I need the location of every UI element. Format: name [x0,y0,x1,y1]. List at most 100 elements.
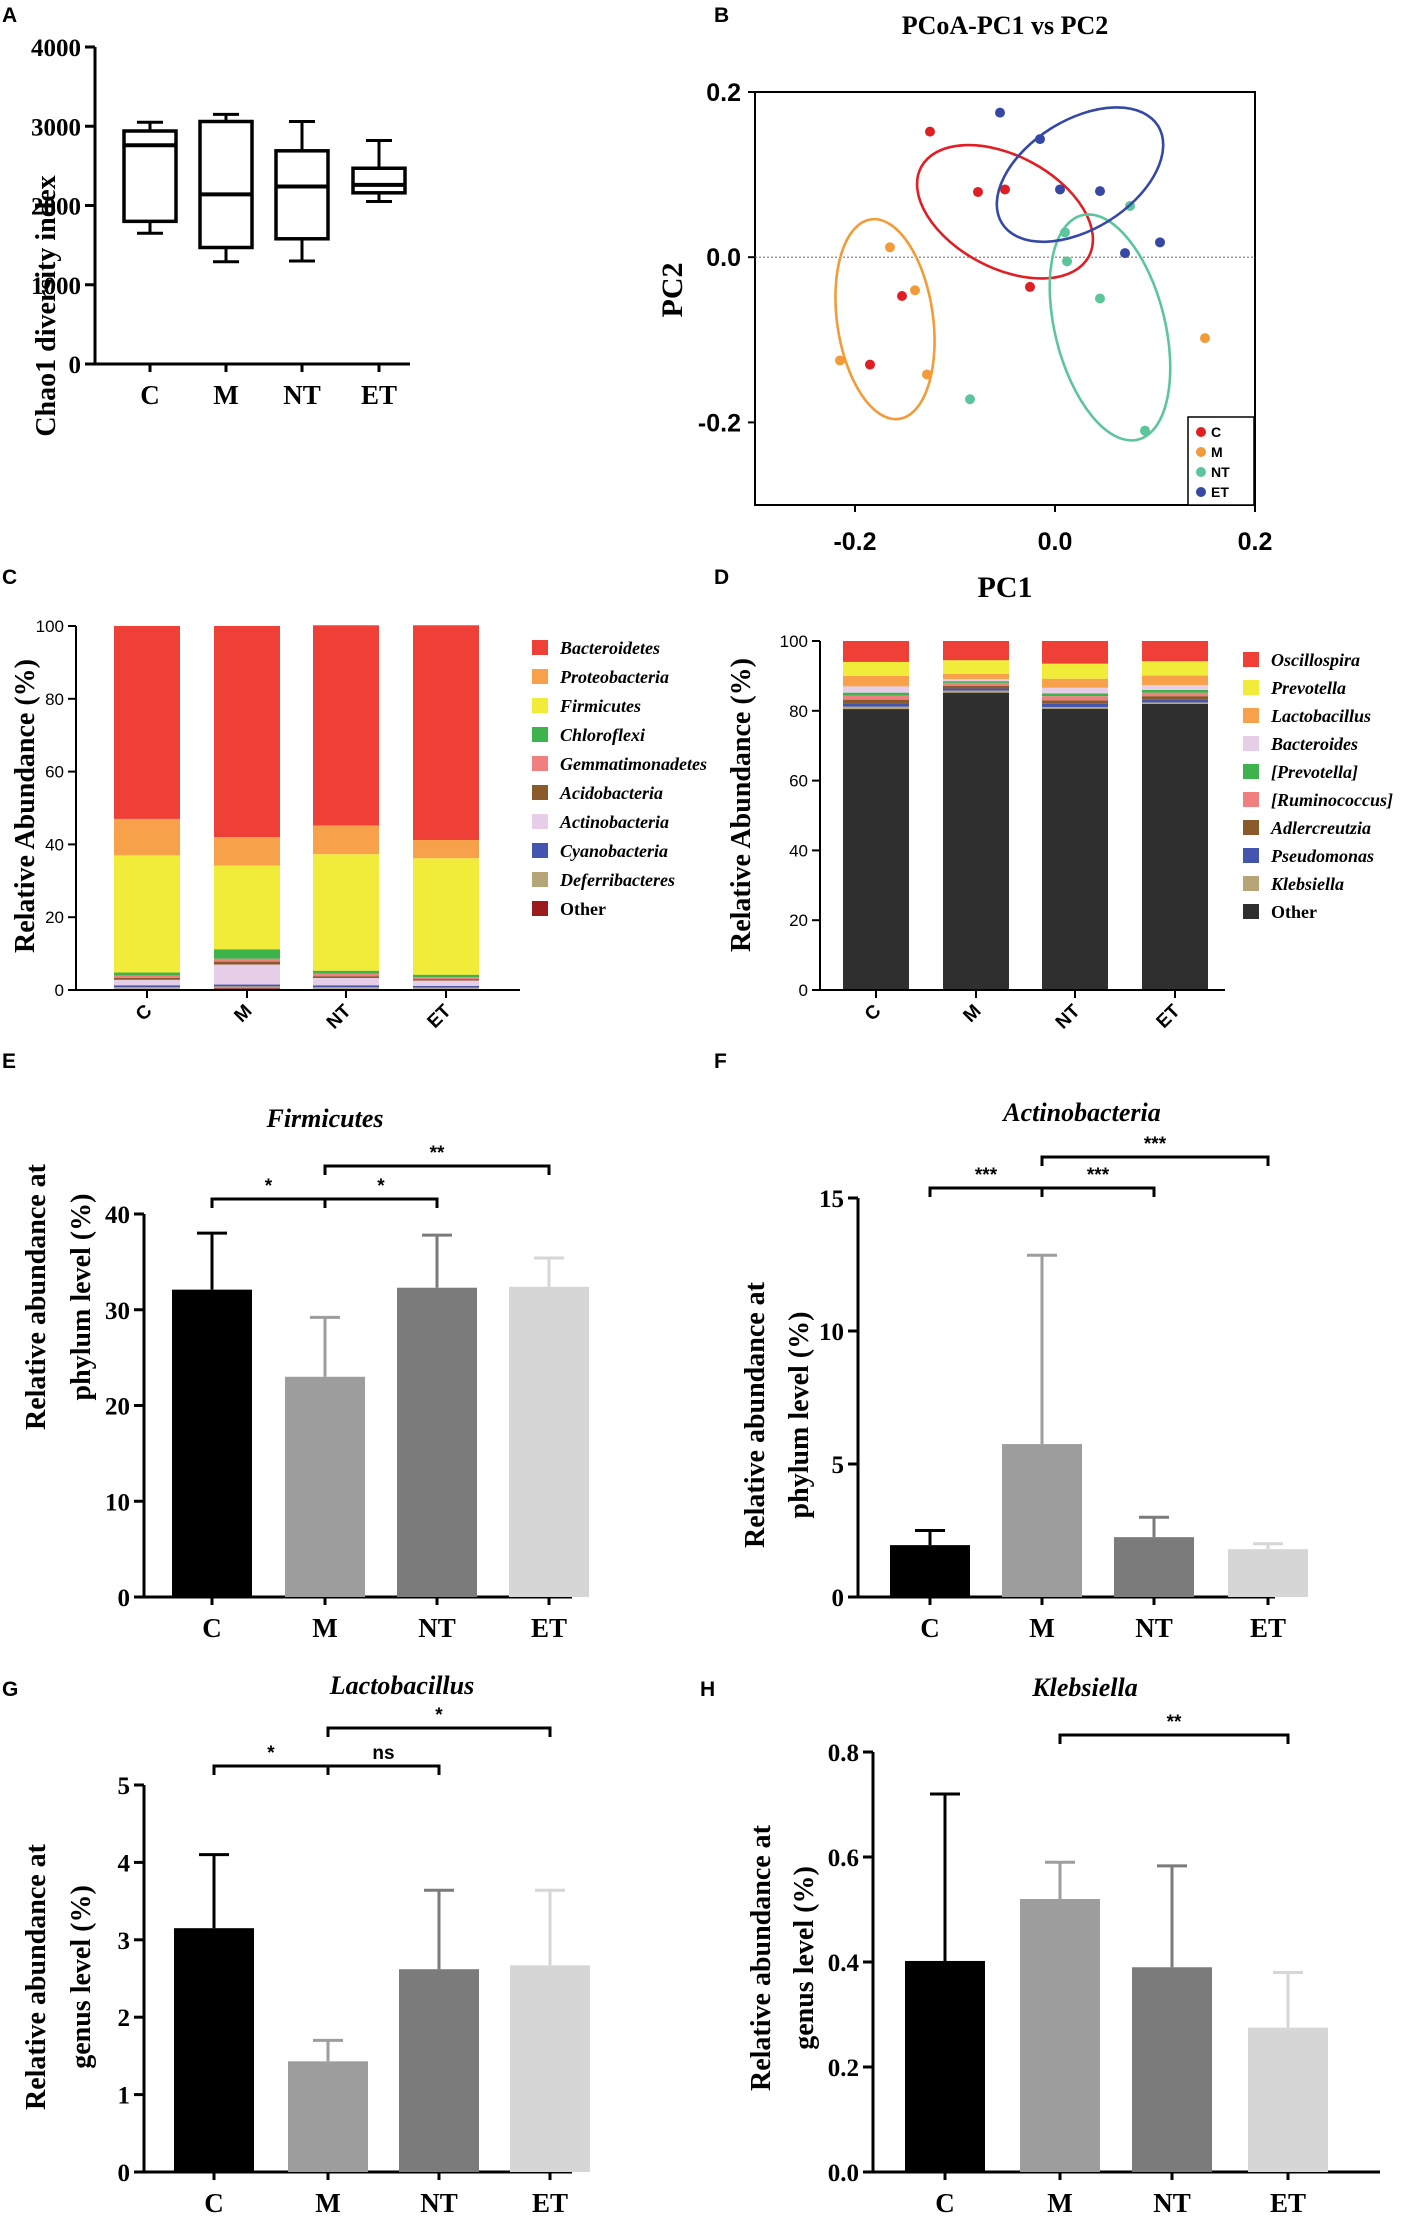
data-point [1025,281,1035,292]
legend-swatch [1243,652,1259,667]
x-tick-label: C [132,1000,157,1025]
confidence-ellipse [915,143,1095,280]
x-tick-label: NT [1052,1000,1085,1033]
y-tick-label: 0.2 [706,79,741,107]
legend-swatch [1243,736,1259,751]
significance-bracket: * [212,1743,330,1775]
legend-swatch [1243,680,1259,695]
y-tick-label: 80 [45,690,64,709]
stacked-bar-M [214,626,280,990]
bar-segment-bacteroides [943,679,1009,682]
y-tick-label: 5 [118,1773,131,1800]
significance-bracket: ** [1058,1712,1290,1744]
bar-segment-actinobacteria [114,979,180,986]
legend-label: Cyanobacteria [560,841,668,861]
bar-segment-actinobacteria [214,964,280,985]
legend-swatch [532,814,548,829]
bar-segment-chloroflexi [114,972,180,976]
bar-segment-deferribacteres [114,987,180,989]
legend-label: Oscillospira [1271,650,1360,670]
bar-segment-proteobacteria [413,840,479,859]
legend-swatch [532,640,548,655]
box-iqr [198,119,254,250]
bar-segment-cyanobacteria [313,985,379,988]
legend-swatch [1243,904,1259,919]
y-axis-label-line-2: genus level (%) [789,1866,820,2050]
panel-letter-c: C [2,566,17,589]
data-point [1200,333,1210,344]
bar [890,1545,970,1597]
y-tick-label: 5 [832,1452,845,1479]
bar-group-M [1002,1253,1082,1597]
bar-segment-prevotella [1042,693,1108,697]
bar-group-NT [399,1888,479,2172]
y-tick-label: 60 [789,772,808,791]
x-tick-label: C [140,380,160,410]
y-tick-label: 0 [118,1585,131,1612]
y-tick-label: 0.6 [828,1845,859,1872]
bar-segment-oscillospira [1142,641,1208,662]
bracket-line [323,1164,551,1175]
y-tick-label: 0 [55,981,64,1000]
y-axis-label-line-1: Relative abundance at [21,1163,52,1430]
y-axis-label-line-2: phylum level (%) [784,1312,815,1519]
x-tick-label: NT [1135,1613,1173,1643]
panel-letter-e: E [2,1050,16,1073]
legend-swatch [1243,708,1259,723]
x-tick-label: ET [361,380,397,410]
bar-group-C [905,1792,985,2172]
confidence-ellipse [1048,213,1172,442]
legend-swatch [1243,820,1259,835]
y-axis-label-line-1: Relative abundance at [746,1824,777,2091]
legend-label: C [1211,424,1221,440]
bar-segment-gemmatimonadetes [313,973,379,977]
bracket-line [210,1197,327,1208]
data-point [1060,227,1070,238]
bar-group-NT [397,1233,477,1597]
y-tick-label: 0.2 [828,2055,859,2082]
panel-h-klebsiella-bar: H Klebsiella Relative abundance at genus… [700,1673,1380,2217]
significance-label: *** [975,1165,998,1186]
legend-label: Klebsiella [1270,874,1344,894]
bar [1228,1549,1308,1597]
x-tick-label: ET [532,2188,568,2217]
bar-segment-ruminococcus [1042,696,1108,701]
bar-segment-lactobacillus [843,675,909,687]
bar-segment-chloroflexi [413,974,479,978]
data-point [1095,293,1105,304]
legend-marker [1196,467,1206,477]
bar-segment-prevotella [843,661,909,676]
x-tick-label: C [202,1613,222,1643]
bracket-line [323,1197,439,1208]
bar-segment-pseudomonas [1042,703,1108,707]
x-tick-label: 0.0 [1038,528,1073,556]
data-point [835,355,845,366]
bar-group-ET [1248,1971,1328,2172]
bar [510,1965,590,2172]
x-tick-label: -0.2 [833,528,876,556]
bar-segment-prevotella [1142,689,1208,693]
bracket-line [326,1726,552,1737]
bar-segment-cyanobacteria [214,984,280,987]
legend-label: Other [560,899,606,919]
y-tick-label: 20 [45,908,64,927]
legend-label: [Ruminococcus] [1271,790,1393,810]
bar-segment-actinobacteria [313,977,379,986]
legend-label: Lactobacillus [1270,706,1371,726]
legend-label: Chloroflexi [560,725,645,745]
chart-title: Klebsiella [1031,1673,1137,1702]
legend-label: ET [1211,484,1229,500]
y-tick-label: 3000 [31,114,81,141]
y-tick-label: 4 [118,1850,131,1877]
bar-segment-pseudomonas [1142,699,1208,703]
x-tick-label: M [1029,1613,1054,1643]
chart-title: Actinobacteria [1001,1098,1160,1127]
x-tick-label: C [204,2188,224,2217]
bracket-line [212,1764,330,1775]
data-point [897,291,907,302]
panel-g-lactobacillus-bar: G Lactobacillus Relative abundance at ge… [2,1671,590,2217]
x-tick-label: ET [424,1000,456,1032]
chart-title: PCoA-PC1 vs PC2 [902,11,1109,40]
box-iqr [274,149,330,241]
y-tick-label: 3 [118,1928,131,1955]
